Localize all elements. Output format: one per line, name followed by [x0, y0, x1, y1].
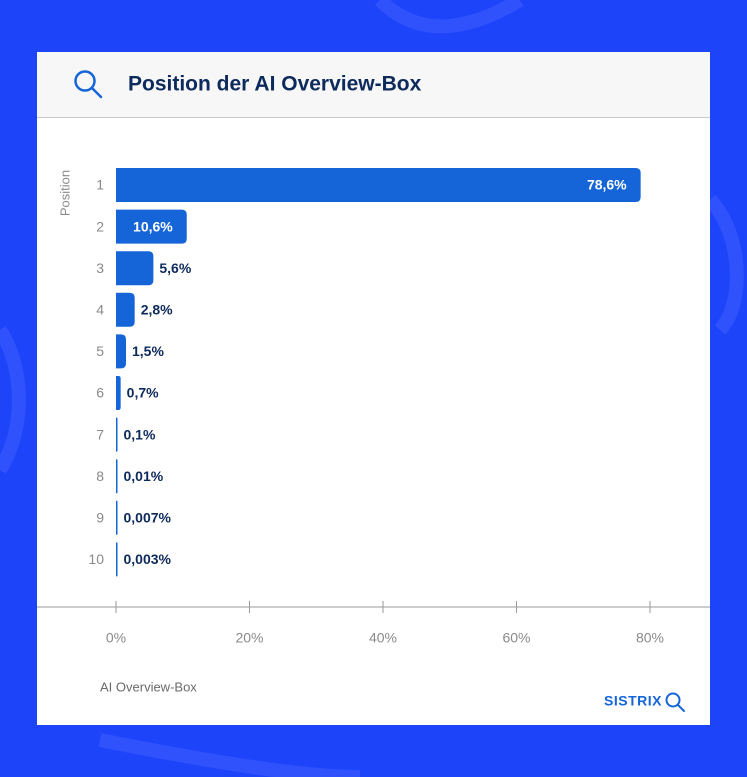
- value-label: 0,003%: [124, 551, 172, 567]
- bar: [116, 251, 154, 286]
- value-label: 1,5%: [132, 343, 164, 359]
- chart-title: Position der AI Overview-Box: [128, 73, 422, 96]
- y-tick-label: 4: [96, 302, 104, 318]
- y-tick-label: 10: [88, 551, 104, 567]
- bar: [116, 417, 118, 452]
- brand-logo: SISTRIX: [604, 693, 662, 709]
- card: [37, 52, 710, 725]
- y-tick-label: 5: [96, 343, 104, 359]
- bar: [116, 376, 121, 410]
- value-label: 10,6%: [133, 218, 173, 234]
- x-axis-title: AI Overview-Box: [100, 679, 197, 694]
- y-tick-label: 3: [96, 260, 104, 276]
- bar: [116, 334, 127, 369]
- search-icon: [74, 70, 103, 99]
- y-tick-label: 8: [96, 468, 104, 484]
- x-tick-label: 40%: [369, 630, 397, 646]
- value-label: 78,6%: [587, 177, 627, 193]
- x-tick-label: 0%: [106, 630, 126, 646]
- y-tick-label: 7: [96, 426, 104, 442]
- x-tick-label: 60%: [502, 630, 530, 646]
- y-tick-label: 9: [96, 510, 104, 526]
- x-tick-label: 80%: [636, 630, 664, 646]
- y-tick-label: 1: [96, 177, 104, 193]
- value-label: 0,7%: [127, 385, 159, 401]
- brand-icon: [665, 692, 685, 712]
- bar: [116, 500, 118, 535]
- y-tick-label: 2: [96, 218, 104, 234]
- y-tick-label: 6: [96, 385, 104, 401]
- y-axis-title: Position: [57, 170, 72, 216]
- bar: [116, 459, 118, 494]
- bar: [116, 542, 118, 577]
- value-label: 5,6%: [159, 260, 191, 276]
- value-label: 2,8%: [141, 302, 173, 318]
- bar: [116, 292, 135, 327]
- value-label: 0,1%: [124, 426, 156, 442]
- x-tick-label: 20%: [235, 630, 263, 646]
- value-label: 0,007%: [124, 510, 172, 526]
- card-header: [37, 52, 710, 117]
- value-label: 0,01%: [124, 468, 164, 484]
- bar: [116, 168, 641, 202]
- bar: [116, 209, 187, 244]
